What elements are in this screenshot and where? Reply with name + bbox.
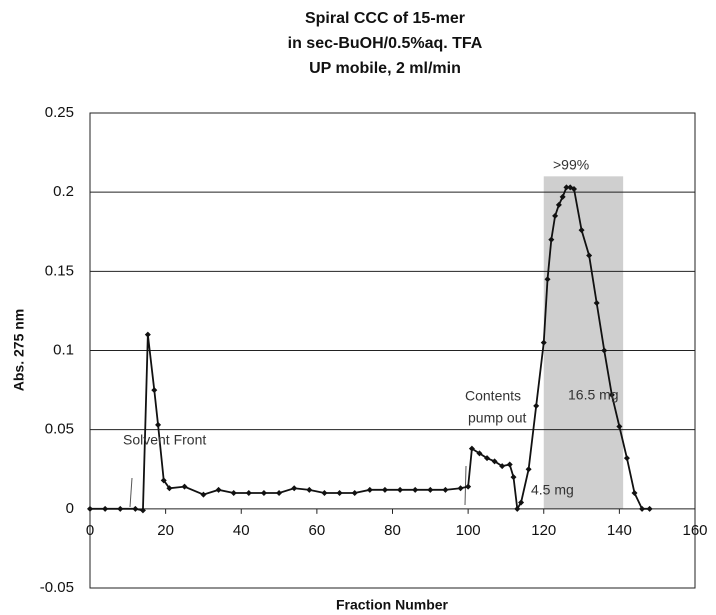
data-point bbox=[484, 455, 491, 462]
x-tick-label: 60 bbox=[309, 522, 326, 539]
data-point bbox=[321, 490, 328, 496]
chart-title: in sec-BuOH/0.5%aq. TFA bbox=[288, 35, 483, 52]
x-tick-label: 40 bbox=[233, 522, 250, 539]
data-point bbox=[87, 505, 93, 512]
chart-title: Spiral CCC of 15-mer bbox=[305, 10, 465, 27]
data-point bbox=[291, 485, 298, 492]
y-tick-label: 0 bbox=[66, 500, 74, 517]
data-point bbox=[155, 421, 162, 428]
data-point bbox=[465, 483, 472, 490]
data-point bbox=[336, 490, 343, 496]
data-point bbox=[276, 490, 283, 496]
data-point bbox=[181, 483, 188, 490]
annotation: 16.5 mg bbox=[568, 387, 619, 403]
data-point bbox=[102, 505, 109, 512]
data-point bbox=[518, 499, 525, 506]
x-tick-label: 100 bbox=[456, 522, 481, 539]
data-point bbox=[623, 455, 630, 462]
data-point bbox=[166, 485, 173, 492]
x-tick-label: 120 bbox=[531, 522, 556, 539]
pump-out-marker bbox=[464, 465, 467, 506]
data-point bbox=[639, 505, 646, 512]
annotation: pump out bbox=[468, 410, 526, 426]
data-point bbox=[215, 486, 222, 493]
data-point bbox=[476, 450, 483, 457]
chart-title: UP mobile, 2 ml/min bbox=[309, 60, 461, 77]
data-point bbox=[646, 505, 653, 512]
data-point bbox=[366, 486, 373, 493]
data-point bbox=[506, 461, 513, 468]
data-point bbox=[306, 486, 313, 493]
data-point bbox=[491, 458, 498, 465]
data-point bbox=[563, 184, 570, 191]
data-point bbox=[245, 490, 252, 496]
data-point bbox=[139, 507, 146, 514]
data-point bbox=[457, 485, 464, 492]
data-point bbox=[631, 490, 638, 496]
data-point bbox=[586, 252, 593, 259]
x-tick-label: 20 bbox=[157, 522, 174, 539]
solvent-front-marker bbox=[129, 477, 133, 508]
data-point bbox=[571, 186, 577, 192]
data-point bbox=[601, 347, 608, 354]
data-point bbox=[468, 445, 475, 452]
x-tick-label: 160 bbox=[682, 522, 707, 539]
y-tick-label: 0.2 bbox=[53, 183, 74, 200]
y-tick-label: 0.15 bbox=[45, 262, 74, 279]
data-point bbox=[578, 227, 585, 234]
data-point bbox=[351, 490, 358, 496]
data-point bbox=[525, 466, 532, 473]
data-point bbox=[427, 486, 434, 493]
x-axis-title: Fraction Number bbox=[336, 597, 449, 613]
annotation: Solvent Front bbox=[123, 432, 206, 448]
data-point bbox=[559, 193, 566, 200]
y-axis-title: Abs. 275 nm bbox=[11, 309, 27, 391]
y-tick-label: -0.05 bbox=[40, 579, 74, 596]
x-tick-label: 0 bbox=[86, 522, 94, 539]
data-point bbox=[552, 212, 559, 219]
data-point bbox=[540, 339, 547, 346]
data-point bbox=[510, 474, 517, 481]
annotation: 4.5 mg bbox=[531, 482, 574, 498]
annotation: >99% bbox=[553, 157, 589, 173]
data-point bbox=[260, 490, 267, 496]
data-point bbox=[397, 486, 404, 493]
data-point bbox=[616, 423, 623, 430]
x-tick-label: 140 bbox=[607, 522, 632, 539]
data-point bbox=[608, 391, 615, 398]
data-point bbox=[499, 463, 506, 470]
data-point bbox=[544, 276, 551, 283]
data-point bbox=[144, 331, 151, 338]
x-tick-label: 80 bbox=[384, 522, 401, 539]
highlight-region bbox=[543, 176, 624, 509]
data-point bbox=[442, 486, 449, 493]
annotation: Contents bbox=[465, 388, 521, 404]
data-point bbox=[230, 490, 237, 496]
y-tick-label: 0.25 bbox=[45, 104, 74, 121]
data-point bbox=[514, 505, 521, 512]
data-point bbox=[200, 491, 207, 498]
data-point bbox=[555, 201, 562, 208]
data-point bbox=[132, 505, 139, 512]
data-point bbox=[160, 477, 167, 484]
y-tick-label: 0.05 bbox=[45, 421, 74, 438]
data-point bbox=[117, 505, 124, 512]
data-point bbox=[593, 300, 600, 306]
data-point bbox=[412, 486, 419, 493]
data-point bbox=[151, 387, 158, 394]
data-point bbox=[533, 402, 540, 409]
data-point bbox=[548, 236, 555, 243]
data-point bbox=[381, 486, 388, 493]
y-tick-label: 0.1 bbox=[53, 341, 74, 358]
